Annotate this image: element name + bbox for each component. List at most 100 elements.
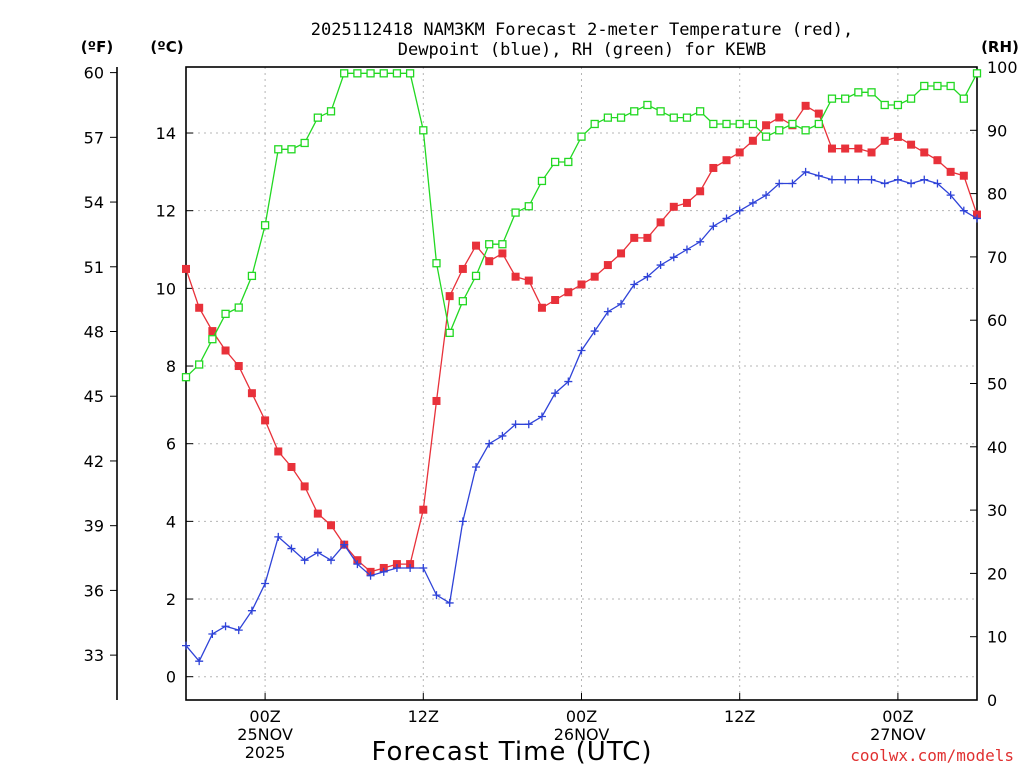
dewpoint-point xyxy=(603,307,612,316)
rh-point xyxy=(326,107,336,116)
temperature-point xyxy=(775,113,784,122)
temperature-point xyxy=(854,144,863,153)
x-tick-label: 00Z xyxy=(566,707,597,726)
temperature-point xyxy=(445,292,454,301)
dewpoint-point xyxy=(247,606,256,615)
dewpoint-point xyxy=(669,253,678,262)
temperature-point xyxy=(920,148,929,157)
temperature-point xyxy=(656,218,665,227)
temperature-point xyxy=(801,101,810,110)
temperature-point xyxy=(327,521,336,530)
dewpoint-point xyxy=(208,629,217,638)
credit-text: coolwx.com/models xyxy=(850,746,1014,765)
rh-point xyxy=(854,88,863,97)
fahrenheit-unit-label: (ºF) xyxy=(81,38,113,56)
dewpoint-point xyxy=(893,175,902,184)
rh-point xyxy=(340,69,349,78)
celsius-tick-label: 10 xyxy=(156,279,176,298)
temperature-point xyxy=(893,132,902,141)
rh-point xyxy=(313,113,322,122)
dewpoint-point xyxy=(590,327,599,336)
celsius-tick-label: 0 xyxy=(166,668,176,687)
dewpoint-point xyxy=(445,598,454,607)
dewpoint-point xyxy=(946,191,955,200)
dewpoint-point xyxy=(432,591,441,600)
rh-tick-label: 60 xyxy=(987,311,1007,330)
dewpoint-point xyxy=(537,412,546,421)
temperature-point xyxy=(669,202,678,211)
temperature-point xyxy=(577,280,586,289)
plot-frame xyxy=(185,66,978,701)
x-tick-label: 00Z xyxy=(882,707,913,726)
temperature-point xyxy=(590,272,599,281)
dewpoint-point xyxy=(261,579,270,588)
temperature-point xyxy=(814,109,823,118)
rh-point xyxy=(906,94,916,103)
dewpoint-point xyxy=(340,540,349,549)
temperature-point xyxy=(261,416,270,425)
x-tick-label: 2025 xyxy=(245,743,286,762)
dewpoint-point xyxy=(762,191,771,200)
rh-point xyxy=(221,309,230,319)
dewpoint-point xyxy=(498,431,507,440)
rh-point xyxy=(788,119,797,129)
dewpoint-point xyxy=(801,167,810,176)
dewpoint-point xyxy=(564,377,573,386)
celsius-tick-label: 14 xyxy=(156,124,176,143)
fahrenheit-tick-label: 48 xyxy=(84,323,104,342)
rh-point xyxy=(208,335,217,344)
temperature-point xyxy=(537,303,546,312)
dewpoint-point xyxy=(313,548,322,557)
rh-point xyxy=(287,145,296,154)
dewpoint-point xyxy=(867,175,876,184)
rh-point xyxy=(181,373,191,382)
series-layer xyxy=(181,69,982,666)
temperature-point xyxy=(682,198,691,207)
dewpoint-point xyxy=(788,179,797,188)
dewpoint-point xyxy=(682,245,691,254)
dewpoint-point xyxy=(300,556,309,565)
rh-point xyxy=(432,259,441,268)
rh-point xyxy=(445,328,454,338)
dewpoint-point xyxy=(643,272,652,281)
temperature-point xyxy=(182,264,190,273)
temperature-point xyxy=(208,327,217,336)
dewpoint-point xyxy=(959,206,968,215)
dewpoint-point xyxy=(854,175,863,184)
temperature-point xyxy=(643,233,652,242)
temperature-point xyxy=(709,163,718,172)
rh-point xyxy=(933,81,942,91)
rh-tick-label: 100 xyxy=(987,58,1018,77)
rh-point xyxy=(511,208,520,217)
temperature-point xyxy=(603,261,612,270)
rh-point xyxy=(524,202,533,211)
rh-point xyxy=(260,221,270,230)
rh-point xyxy=(590,119,599,129)
dewpoint-point xyxy=(551,389,560,398)
dewpoint-point xyxy=(617,299,626,308)
rh-point xyxy=(274,145,283,154)
x-axis-title: Forecast Time (UTC) xyxy=(371,737,652,767)
fahrenheit-tick-label: 60 xyxy=(84,64,104,83)
rh-point xyxy=(709,119,718,129)
temperature-point xyxy=(959,171,968,180)
x-tick-label: 27NOV xyxy=(870,725,926,744)
temperature-point xyxy=(234,362,243,371)
dewpoint-point xyxy=(419,563,428,572)
dewpoint-point xyxy=(630,280,639,289)
celsius-tick-label: 12 xyxy=(156,202,176,221)
dewpoint-point xyxy=(933,179,942,188)
rh-point xyxy=(959,94,968,103)
rh-tick-label: 30 xyxy=(987,501,1007,520)
dewpoint-point xyxy=(287,544,296,553)
rh-point xyxy=(577,132,586,141)
temperature-point xyxy=(617,249,626,258)
rh-point xyxy=(814,119,823,129)
fahrenheit-tick-label: 42 xyxy=(84,452,104,471)
temperature-point xyxy=(827,144,836,153)
fahrenheit-tick-label: 57 xyxy=(84,128,104,147)
temperature-point xyxy=(841,144,850,153)
dewpoint-point xyxy=(880,179,889,188)
rh-point xyxy=(867,88,876,97)
rh-point xyxy=(234,303,243,312)
